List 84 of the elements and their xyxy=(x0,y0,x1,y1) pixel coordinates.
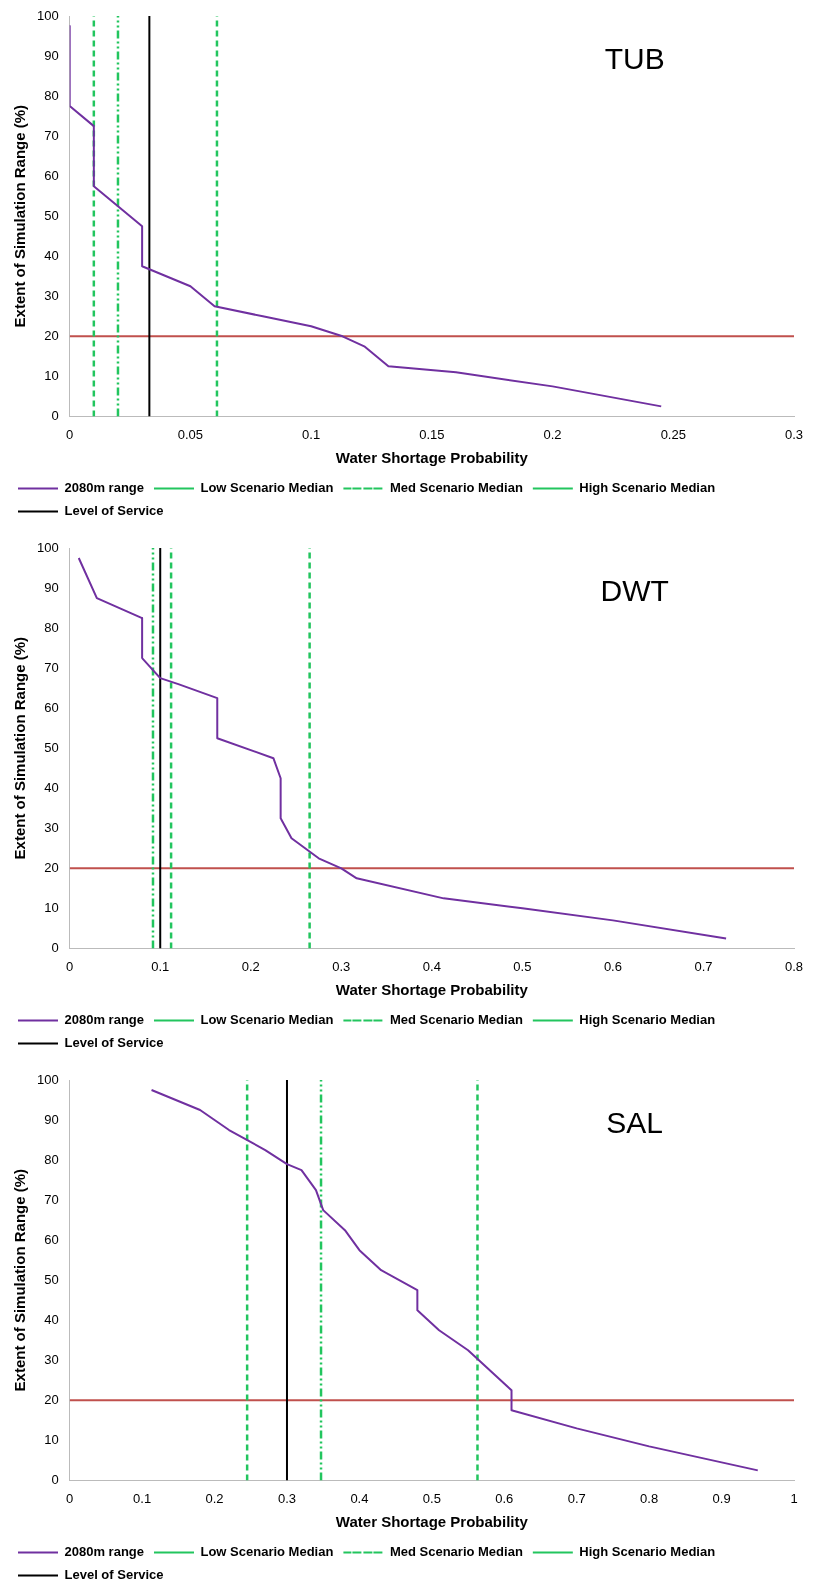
x-tick-label: 0.5 xyxy=(513,958,532,974)
y-tick-label: 90 xyxy=(44,1111,59,1127)
x-tick-label: 0.7 xyxy=(694,958,713,974)
y-tick-label: 40 xyxy=(44,1311,59,1327)
x-tick-label: 0.4 xyxy=(422,958,441,974)
x-tick-label: 0.3 xyxy=(784,426,804,442)
x-tick-label: 0 xyxy=(66,958,74,974)
x-tick-label: 0.05 xyxy=(177,426,204,442)
x-tick-label: 1 xyxy=(790,1490,798,1506)
legend-label: 2080m range xyxy=(64,480,144,496)
x-tick-label: 0.6 xyxy=(495,1490,514,1506)
x-tick-label: 0 xyxy=(66,426,74,442)
legend-label: Level of Service xyxy=(64,1035,164,1051)
y-tick-label: 70 xyxy=(44,1191,59,1207)
y-tick-label: 0 xyxy=(51,939,59,955)
y-tick-label: 100 xyxy=(36,7,59,23)
y-tick-label: 30 xyxy=(44,287,59,303)
y-tick-label: 50 xyxy=(44,207,59,223)
legend-label: Level of Service xyxy=(64,1567,164,1583)
x-tick-label: 0.5 xyxy=(422,1490,441,1506)
y-tick-label: 30 xyxy=(44,1351,59,1367)
y-axis-title: Extent of Simulation Range (%) xyxy=(11,1168,29,1392)
y-tick-label: 60 xyxy=(44,699,59,715)
legend-label: Low Scenario Median xyxy=(200,1544,334,1560)
text: DWT xyxy=(600,574,669,608)
y-tick-label: 0 xyxy=(51,407,59,423)
y-tick-label: 80 xyxy=(44,87,59,103)
y-tick-label: 10 xyxy=(44,899,59,915)
y-tick-label: 70 xyxy=(44,659,59,675)
y-tick-label: 30 xyxy=(44,819,59,835)
legend-label: High Scenario Median xyxy=(579,1012,716,1028)
legend-label: High Scenario Median xyxy=(579,480,716,496)
legend-label: 2080m range xyxy=(64,1012,144,1028)
legend-label: Med Scenario Median xyxy=(389,480,523,496)
legend-label: Level of Service xyxy=(64,503,164,519)
y-tick-label: 70 xyxy=(44,127,59,143)
x-tick-label: 0.1 xyxy=(133,1490,152,1506)
x-axis-title: Water Shortage Probability xyxy=(335,1513,529,1531)
y-tick-label: 80 xyxy=(44,619,59,635)
legend-label: High Scenario Median xyxy=(579,1544,716,1560)
y-tick-label: 100 xyxy=(36,1071,59,1087)
y-axis-title: Extent of Simulation Range (%) xyxy=(11,104,29,328)
y-tick-label: 80 xyxy=(44,1151,59,1167)
y-tick-label: 60 xyxy=(44,1231,59,1247)
y-axis-title: Extent of Simulation Range (%) xyxy=(11,636,29,860)
x-axis-title: Water Shortage Probability xyxy=(335,449,529,467)
x-tick-label: 0.2 xyxy=(241,958,260,974)
x-tick-label: 0.2 xyxy=(205,1490,224,1506)
x-tick-label: 0.25 xyxy=(660,426,686,442)
y-tick-label: 20 xyxy=(44,1391,59,1407)
y-tick-label: 10 xyxy=(44,1431,59,1447)
x-tick-label: 0.15 xyxy=(419,426,445,442)
text: SAL xyxy=(606,1106,664,1140)
legend-label: Low Scenario Median xyxy=(200,1012,334,1028)
y-tick-label: 100 xyxy=(36,539,59,555)
legend-label: Med Scenario Median xyxy=(389,1012,523,1028)
y-tick-label: 40 xyxy=(44,779,59,795)
x-tick-label: 0.8 xyxy=(640,1490,659,1506)
x-tick-label: 0 xyxy=(66,1490,74,1506)
y-tick-label: 20 xyxy=(44,859,59,875)
y-tick-label: 90 xyxy=(44,579,59,595)
x-tick-label: 0.8 xyxy=(784,958,804,974)
y-tick-label: 60 xyxy=(44,167,59,183)
x-tick-label: 0.6 xyxy=(603,958,622,974)
y-tick-label: 10 xyxy=(44,367,59,383)
x-tick-label: 0.1 xyxy=(302,426,321,442)
y-tick-label: 0 xyxy=(51,1471,59,1487)
text: TUB xyxy=(604,42,665,76)
legend-label: Low Scenario Median xyxy=(200,480,334,496)
y-tick-label: 50 xyxy=(44,1271,59,1287)
x-tick-label: 0.1 xyxy=(151,958,170,974)
x-axis-title: Water Shortage Probability xyxy=(335,981,529,999)
x-tick-label: 0.4 xyxy=(350,1490,369,1506)
x-tick-label: 0.2 xyxy=(543,426,562,442)
y-tick-label: 20 xyxy=(44,327,59,343)
y-tick-label: 40 xyxy=(44,247,59,263)
x-tick-label: 0.9 xyxy=(712,1490,731,1506)
legend-label: Med Scenario Median xyxy=(389,1544,523,1560)
x-tick-label: 0.3 xyxy=(332,958,351,974)
y-tick-label: 90 xyxy=(44,47,59,63)
x-tick-label: 0.3 xyxy=(277,1490,297,1506)
legend-label: 2080m range xyxy=(64,1544,144,1560)
y-tick-label: 50 xyxy=(44,739,59,755)
x-tick-label: 0.7 xyxy=(567,1490,586,1506)
